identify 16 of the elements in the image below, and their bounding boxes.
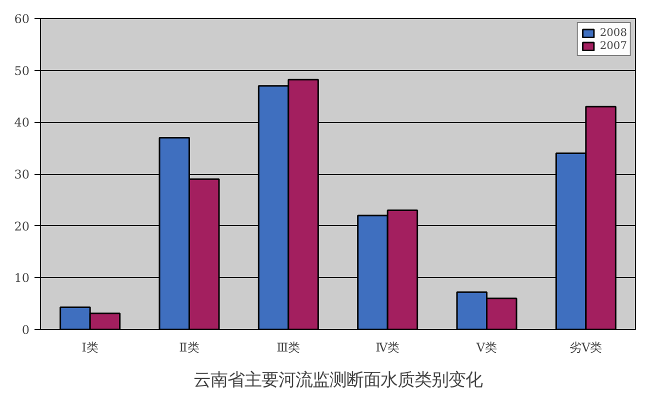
y-tick-label: 30 [14,168,30,182]
y-tick-label: 40 [14,116,30,130]
legend-label: 2008 [600,26,627,39]
legend-label: 2007 [600,39,627,52]
text: 云南省主要河流监测断面水质类别变化 [194,370,482,390]
x-tick-label: Ⅰ类 [82,340,98,354]
x-tick-label: Ⅴ类 [475,340,498,354]
x-tick-label: Ⅱ类 [179,340,200,354]
y-tick-label: 20 [14,219,30,234]
x-tick-label: 劣Ⅴ类 [570,340,602,354]
x-tick-label: Ⅳ类 [376,340,400,354]
y-tick-label: 0 [22,323,30,337]
y-tick-label: 60 [14,12,30,26]
y-tick-label: 10 [14,271,30,286]
x-tick-label: Ⅲ类 [276,340,300,354]
y-tick-label: 50 [14,64,30,78]
